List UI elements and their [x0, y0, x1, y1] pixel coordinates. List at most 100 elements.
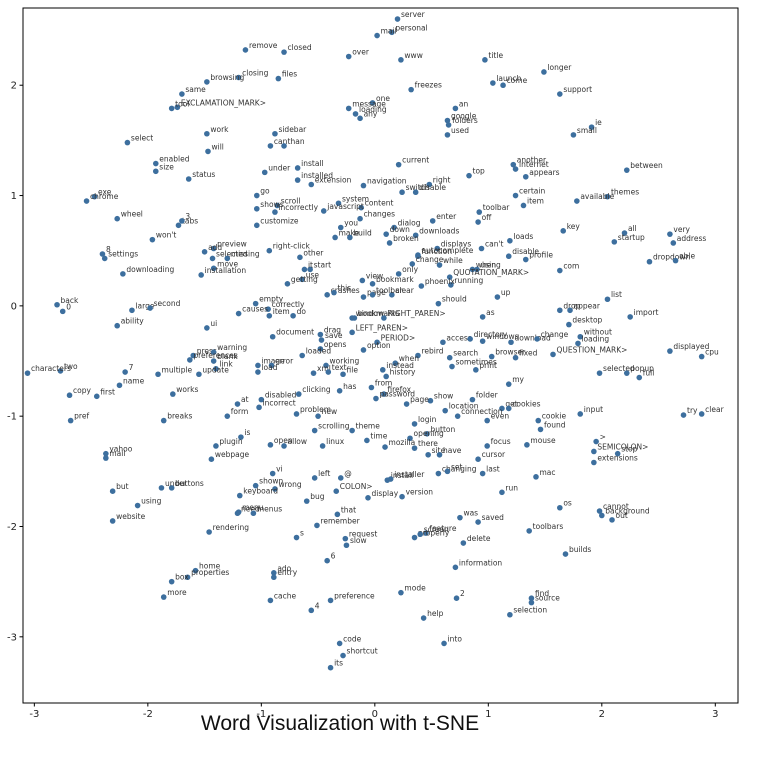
scatter-point [418, 283, 425, 289]
point-label: ado [277, 564, 291, 573]
y-tick-label: 1 [11, 191, 17, 202]
scatter-point [360, 182, 367, 189]
point-label: autocomplete [421, 246, 473, 255]
scatter-point [394, 16, 401, 22]
scatter-point [508, 339, 514, 346]
y-tick-label: -2 [7, 522, 17, 533]
point-label: stop [621, 445, 637, 454]
scatter-point [160, 417, 167, 424]
point-label: request [349, 530, 378, 539]
point-label: feature [429, 524, 456, 533]
point-label: > [600, 433, 606, 442]
point-label: left [318, 469, 330, 478]
point-label: print [479, 361, 497, 370]
point-label: button [431, 425, 456, 434]
scatter-point [476, 209, 483, 215]
point-label: using [141, 497, 161, 506]
scatter-point [512, 192, 519, 199]
scatter-point [411, 421, 418, 427]
scatter-point [271, 570, 277, 576]
scatter-point [392, 360, 399, 367]
point-label: properly [418, 529, 450, 538]
scatter-point [345, 53, 352, 60]
point-label: displayed [673, 342, 709, 351]
scatter-point [479, 338, 486, 344]
point-label: but [116, 482, 129, 491]
scatter-point [680, 412, 687, 418]
point-label: 4 [315, 601, 320, 610]
scatter-point [99, 251, 106, 257]
scatter-point [349, 427, 355, 434]
scatter-point [192, 567, 199, 574]
point-label: cannot [603, 502, 629, 511]
point-label: selected [603, 364, 635, 373]
point-label: SEMICOLON> [597, 442, 648, 451]
scatter-point [190, 352, 197, 359]
point-label: site [432, 446, 446, 455]
point-label: saved [482, 513, 505, 522]
point-label: do [297, 307, 307, 316]
scatter-point [333, 488, 340, 494]
scatter-point [408, 86, 414, 93]
point-label: website [116, 512, 145, 521]
point-label: EXCLAMATION_MARK> [181, 98, 266, 107]
scatter-point [347, 234, 353, 241]
scatter-point [337, 475, 344, 481]
point-label: selected [216, 249, 248, 258]
point-label: option [367, 341, 391, 350]
point-label: javascript [326, 202, 364, 211]
scatter-point [475, 219, 481, 225]
scatter-point [448, 282, 454, 288]
point-label: move [217, 259, 238, 268]
scatter-point [320, 208, 327, 214]
point-label: keyboard [243, 487, 278, 496]
point-label: google [451, 112, 477, 121]
scatter-point [395, 161, 402, 168]
scatter-point [423, 530, 429, 536]
point-label: QUESTION_MARK> [557, 345, 628, 354]
point-label: linux [326, 437, 345, 446]
scatter-point [213, 365, 219, 372]
scatter-point [505, 405, 512, 412]
point-label: update [202, 365, 229, 374]
point-label: has [343, 382, 356, 391]
x-tick-label: 0 [372, 709, 378, 720]
scatter-point [429, 218, 436, 224]
point-label: 7 [129, 363, 134, 372]
point-label: freezes [415, 81, 442, 90]
point-label: is [244, 428, 250, 437]
scatter-point [411, 534, 418, 541]
point-label: go [260, 187, 270, 196]
scatter-point [281, 143, 287, 149]
scatter-point [281, 49, 287, 55]
scatter-point [250, 510, 257, 517]
point-label: windows [486, 332, 518, 341]
point-label: build [353, 228, 372, 237]
point-label: changes [364, 210, 396, 219]
point-label: running [454, 276, 483, 285]
scatter-point [267, 143, 274, 149]
scatter-point [252, 300, 259, 307]
scatter-point [557, 267, 563, 274]
point-label: change [541, 330, 569, 339]
point-label: run [505, 483, 518, 492]
point-label: desktop [572, 316, 602, 325]
scatter-point [272, 130, 278, 137]
scatter-point [389, 29, 395, 36]
point-label: window [356, 309, 384, 318]
scatter-point [398, 589, 404, 596]
point-label: all [628, 224, 637, 233]
point-label: without [584, 328, 612, 337]
scatter-point [120, 271, 126, 277]
point-label: it [308, 260, 313, 269]
scatter-point [391, 224, 397, 231]
point-label: navigation [367, 177, 407, 186]
scatter-point [425, 451, 431, 458]
point-label: full [643, 369, 655, 378]
point-label: item [527, 196, 544, 205]
scatter-point [271, 574, 277, 581]
point-label: selection [513, 606, 547, 615]
point-label: loading [359, 105, 387, 114]
point-label: extension [315, 176, 352, 185]
scatter-point [373, 395, 379, 402]
